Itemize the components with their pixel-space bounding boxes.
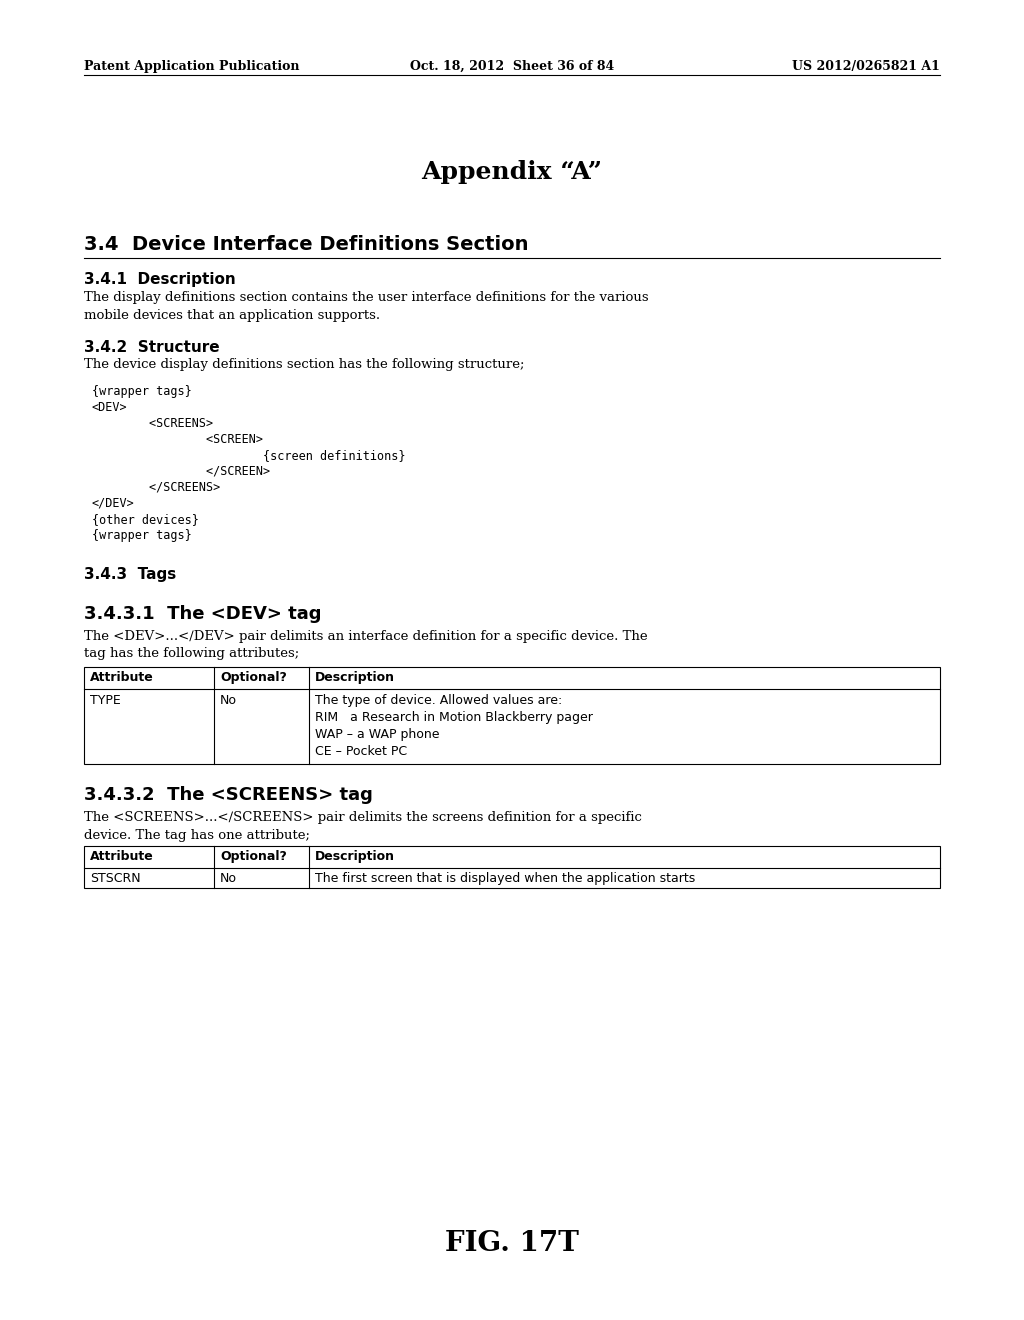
Text: Oct. 18, 2012  Sheet 36 of 84: Oct. 18, 2012 Sheet 36 of 84 bbox=[410, 59, 614, 73]
Text: Attribute: Attribute bbox=[90, 671, 154, 684]
Text: The <DEV>...<∕DEV> pair delimits an interface definition for a specific device. : The <DEV>...<∕DEV> pair delimits an inte… bbox=[84, 630, 647, 660]
Text: 3.4.2  Structure: 3.4.2 Structure bbox=[84, 341, 219, 355]
Text: The device display definitions section has the following structure;: The device display definitions section h… bbox=[84, 358, 524, 371]
Text: TYPE: TYPE bbox=[90, 694, 121, 708]
Text: No: No bbox=[220, 694, 237, 708]
Text: {other devices}: {other devices} bbox=[92, 513, 199, 525]
Text: 3.4  Device Interface Definitions Section: 3.4 Device Interface Definitions Section bbox=[84, 235, 528, 253]
Text: </SCREEN>: </SCREEN> bbox=[92, 465, 270, 478]
Text: </DEV>: </DEV> bbox=[92, 498, 135, 510]
Text: </SCREENS>: </SCREENS> bbox=[92, 480, 220, 494]
Text: Optional?: Optional? bbox=[220, 671, 287, 684]
Text: WAP – a WAP phone: WAP – a WAP phone bbox=[315, 729, 439, 741]
Text: Description: Description bbox=[315, 850, 395, 863]
Text: The type of device. Allowed values are:: The type of device. Allowed values are: bbox=[315, 694, 562, 708]
Text: 3.4.1  Description: 3.4.1 Description bbox=[84, 272, 236, 286]
Text: The display definitions section contains the user interface definitions for the : The display definitions section contains… bbox=[84, 290, 648, 322]
Text: The <SCREENS>...<∕SCREENS> pair delimits the screens definition for a specific
d: The <SCREENS>...<∕SCREENS> pair delimits… bbox=[84, 810, 642, 842]
Text: 3.4.3.1  The <DEV> tag: 3.4.3.1 The <DEV> tag bbox=[84, 605, 322, 623]
Text: {screen definitions}: {screen definitions} bbox=[92, 449, 406, 462]
Text: 3.4.3.2  The <SCREENS> tag: 3.4.3.2 The <SCREENS> tag bbox=[84, 785, 373, 804]
Text: STSCRN: STSCRN bbox=[90, 873, 140, 884]
Text: {wrapper tags}: {wrapper tags} bbox=[92, 529, 191, 543]
Text: <SCREEN>: <SCREEN> bbox=[92, 433, 263, 446]
Bar bbox=[84, 667, 940, 764]
Text: No: No bbox=[220, 873, 237, 884]
Text: Patent Application Publication: Patent Application Publication bbox=[84, 59, 299, 73]
Text: <DEV>: <DEV> bbox=[92, 401, 128, 414]
Text: {wrapper tags}: {wrapper tags} bbox=[92, 385, 191, 399]
Text: Optional?: Optional? bbox=[220, 850, 287, 863]
Text: Description: Description bbox=[315, 671, 395, 684]
Text: 3.4.3  Tags: 3.4.3 Tags bbox=[84, 568, 176, 582]
Text: RIM   a Research in Motion Blackberry pager: RIM a Research in Motion Blackberry page… bbox=[315, 711, 593, 723]
Text: Appendix “A”: Appendix “A” bbox=[422, 160, 602, 183]
Text: FIG. 17T: FIG. 17T bbox=[445, 1230, 579, 1257]
Text: The first screen that is displayed when the application starts: The first screen that is displayed when … bbox=[315, 873, 695, 884]
Text: US 2012/0265821 A1: US 2012/0265821 A1 bbox=[793, 59, 940, 73]
Text: Attribute: Attribute bbox=[90, 850, 154, 863]
Bar bbox=[84, 846, 940, 888]
Text: CE – Pocket PC: CE – Pocket PC bbox=[315, 744, 408, 758]
Text: <SCREENS>: <SCREENS> bbox=[92, 417, 213, 430]
